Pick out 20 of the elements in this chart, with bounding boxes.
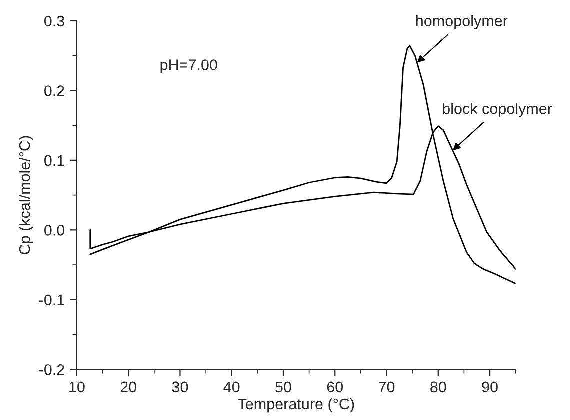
x-tick-label: 40 (224, 382, 240, 393)
x-tick-label: 20 (120, 382, 136, 393)
y-axis-title: Cp (kcal/mole/°C) (19, 136, 34, 254)
y-tick-label: 0.2 (44, 86, 64, 96)
x-axis-title: Temperature (°C) (238, 398, 354, 413)
x-tick-label: 60 (327, 382, 344, 393)
x-tick-label: 70 (379, 382, 395, 393)
annotation: block copolymer (443, 103, 552, 118)
y-tick-label: 0.1 (44, 155, 64, 166)
y-tick-label: 0.0 (44, 225, 65, 236)
y-tick-label: -0.2 (40, 364, 64, 376)
annotation: homopolymer (416, 15, 508, 30)
y-tick-label: -0.1 (40, 294, 64, 306)
annotation: pH=7.00 (160, 60, 218, 74)
x-tick-label: 10 (70, 382, 85, 393)
x-tick-label: 50 (276, 382, 292, 393)
x-tick-label: 80 (430, 382, 446, 393)
y-tick-label: 0.3 (44, 16, 64, 27)
x-tick-label: 30 (172, 382, 188, 393)
x-tick-label: 90 (482, 382, 498, 393)
